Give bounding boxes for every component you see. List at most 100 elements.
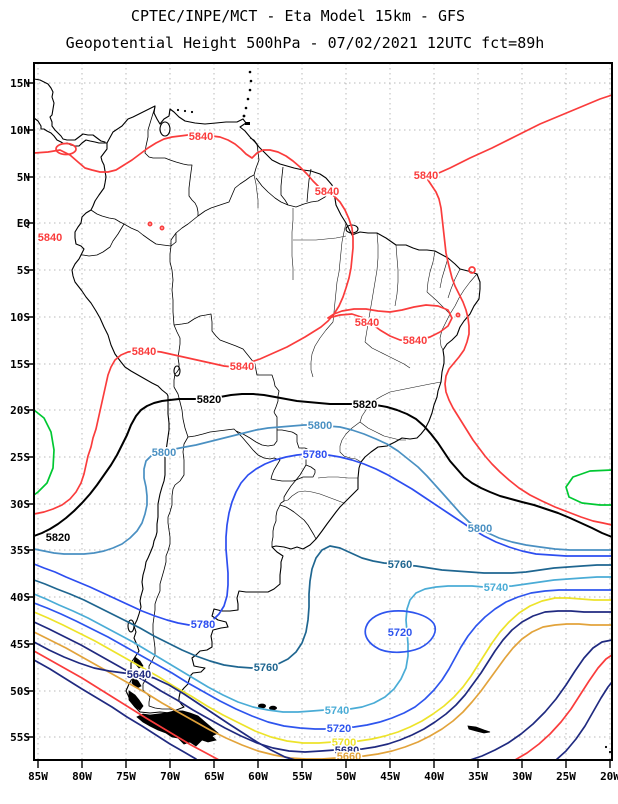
contour-label: 5840 — [189, 131, 213, 143]
lon-label: 40W — [424, 770, 444, 783]
lat-label: 45S — [10, 638, 30, 651]
contour-label: 5760 — [254, 662, 278, 674]
south-georgia-island — [467, 725, 491, 734]
contour-5780 — [33, 453, 613, 626]
map-title: CPTEC/INPE/MCT - Eta Model 15km - GFS — [131, 7, 465, 25]
contour-5840-continental — [33, 134, 354, 515]
lat-label: 25S — [10, 451, 30, 464]
contour-label: 5700 — [332, 737, 356, 749]
contour-label: 5820 — [46, 532, 70, 544]
longitude-axis: 85W 80W 75W 70W 65W 60W 55W 50W 45W 40W … — [28, 770, 618, 783]
lake-maracaibo — [159, 121, 171, 137]
chiloe-island — [127, 619, 135, 633]
contour-label: 5840 — [414, 170, 438, 182]
lon-label: 65W — [204, 770, 224, 783]
lon-label: 25W — [556, 770, 576, 783]
contour-5840-atlantic — [427, 94, 613, 526]
contour-label: 5820 — [353, 399, 377, 411]
contour-label: 5720 — [388, 627, 412, 639]
contour-label: 5720 — [327, 723, 351, 735]
lon-label: 30W — [512, 770, 532, 783]
lat-label: 40S — [10, 591, 30, 604]
lat-label: 20S — [10, 404, 30, 417]
contour-label: 5800 — [152, 447, 176, 459]
lon-label: 20W — [600, 770, 618, 783]
contour-label: 5840 — [132, 346, 156, 358]
falkland-islands — [258, 703, 277, 711]
lake-titicaca — [173, 365, 181, 377]
state-borders — [253, 174, 478, 504]
lat-label: 5N — [17, 171, 30, 184]
contour-5600-east — [555, 681, 613, 761]
contour-5620-east — [514, 654, 613, 761]
contour-label: 5800 — [308, 420, 332, 432]
contour-5820 — [33, 393, 613, 538]
contour-label: 5840 — [38, 232, 62, 244]
contour-label: 5660 — [337, 751, 361, 763]
map-frame — [33, 62, 613, 761]
contour-label: 5760 — [388, 559, 412, 571]
contour-layer — [33, 94, 613, 761]
contour-5860-east — [565, 469, 613, 506]
lat-label: 10N — [10, 124, 30, 137]
contour-5620-west — [33, 650, 220, 761]
contour-label: 5840 — [403, 335, 427, 347]
lon-label: 45W — [380, 770, 400, 783]
lat-label: 5S — [17, 264, 30, 277]
lon-label: 70W — [160, 770, 180, 783]
contour-5740 — [33, 576, 613, 713]
contour-label: 5840 — [355, 317, 379, 329]
contour-5860-west — [33, 409, 55, 496]
lon-label: 80W — [72, 770, 92, 783]
contour-5840-northeast-cell — [327, 304, 453, 342]
contour-label: 5800 — [468, 523, 492, 535]
contour-label: 5840 — [230, 361, 254, 373]
contour-label: 5640 — [127, 669, 151, 681]
country-borders — [81, 106, 335, 742]
contour-label: 5840 — [315, 186, 339, 198]
axis-ticks — [26, 82, 611, 768]
contour-5640-west — [33, 641, 296, 761]
contour-5660 — [33, 623, 613, 760]
lat-label: 10S — [10, 311, 30, 324]
tierra-del-fuego-archipelago — [136, 710, 219, 747]
contour-label: 5680 — [335, 745, 359, 757]
contour-5840-specks — [55, 142, 476, 318]
contour-label: 5740 — [484, 582, 508, 594]
contour-label: 5820 — [197, 394, 221, 406]
coastline-south-america — [71, 105, 481, 714]
contour-5800 — [33, 424, 613, 555]
lon-label: 75W — [116, 770, 136, 783]
latitude-axis: 15N 10N 5N EQ 5S 10S 15S 20S 25S 30S 35S… — [10, 77, 30, 744]
lat-label: 30S — [10, 498, 30, 511]
lon-label: 50W — [336, 770, 356, 783]
lat-label: EQ — [17, 217, 31, 230]
contour-5720-low-cell — [364, 610, 437, 654]
coastline-layer — [33, 70, 612, 754]
patagonia-fjords — [128, 656, 144, 711]
contour-5600-west — [33, 659, 197, 760]
contour-5640-east — [469, 639, 613, 761]
contour-5700 — [33, 597, 613, 744]
contour-5680 — [33, 610, 613, 753]
south-sandwich-islands — [604, 745, 612, 754]
contour-5760 — [33, 545, 613, 669]
lat-label: 50S — [10, 685, 30, 698]
lon-label: 85W — [28, 770, 48, 783]
lat-label: 15N — [10, 77, 30, 90]
contour-label: 5740 — [325, 705, 349, 717]
lat-label: 55S — [10, 731, 30, 744]
lat-label: 35S — [10, 544, 30, 557]
contour-labels: 5840 5840 5840 5840 5840 5840 5840 5840 … — [36, 130, 509, 765]
contour-5720 — [33, 589, 613, 730]
coastline-central-america-pacific — [33, 117, 108, 147]
lon-label: 55W — [292, 770, 312, 783]
contour-label: 5780 — [303, 449, 327, 461]
contour-label: 5780 — [191, 619, 215, 631]
lon-label: 35W — [468, 770, 488, 783]
map-subtitle: Geopotential Height 500hPa - 07/02/2021 … — [66, 34, 545, 52]
coastline-central-america-caribbean — [33, 78, 106, 143]
lat-label: 15S — [10, 358, 30, 371]
